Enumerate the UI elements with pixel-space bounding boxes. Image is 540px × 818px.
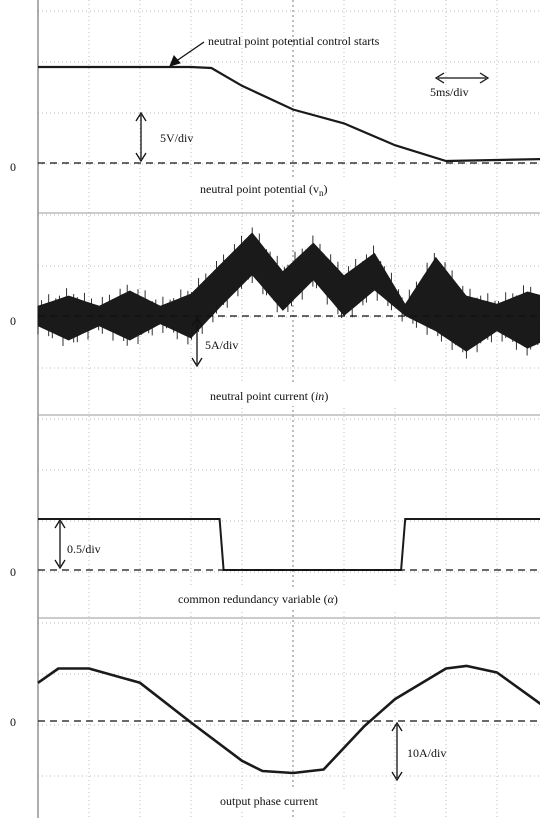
alpha-scale-arrow-head-bottom: [54, 559, 66, 570]
time-division-label: 5ms/div: [430, 85, 469, 99]
current-scale-arrow-head-top: [191, 316, 203, 327]
potential-scale-arrow-head-bottom: [135, 152, 147, 163]
zero-label-alpha: 0: [10, 565, 16, 579]
caption-bg-potential: [190, 177, 400, 199]
current-panel-title-close: ): [324, 389, 328, 403]
caption-bg-phase: [210, 790, 370, 810]
neutral-point-potential-trace: [38, 65, 540, 163]
phase-scale-label: 10A/div: [407, 746, 446, 760]
potential-panel-title-close: ): [323, 182, 327, 196]
zero-baselines: [38, 162, 540, 722]
alpha-panel-title-symbol: α: [328, 592, 335, 606]
caption-bg-current: [195, 384, 405, 406]
neutral-point-current-envelope: [38, 232, 540, 352]
zero-label-potential: 0: [10, 160, 16, 174]
time-division-arrow-right-head: [479, 72, 490, 84]
oscilloscope-grid: [37, 0, 540, 818]
zero-label-phase: 0: [10, 715, 16, 729]
current-panel-title: neutral point current (in): [210, 389, 328, 403]
caption-bg-alpha: [170, 587, 420, 609]
zero-label-current: 0: [10, 314, 16, 328]
phase-scale-arrow-head-top: [391, 721, 403, 732]
potential-panel-title-text: neutral point potential (v: [200, 182, 319, 196]
phase-panel-title: output phase current: [220, 794, 319, 808]
current-scale-arrow-head-bottom: [191, 357, 203, 368]
trace-layer: [37, 65, 540, 775]
alpha-panel-title: common redundancy variable (α): [178, 592, 338, 606]
current-panel-title-text: neutral point current (: [210, 389, 315, 403]
common-redundancy-variable-trace: [38, 518, 540, 571]
alpha-scale-arrow-head-top: [54, 518, 66, 529]
phase-scale-arrow-head-bottom: [391, 771, 403, 782]
alpha-panel-title-text: common redundancy variable (: [178, 592, 328, 606]
potential-scale-arrow-head-top: [135, 111, 147, 122]
control-start-pointer-head: [169, 55, 181, 67]
control-start-annotation: neutral point potential control starts: [208, 34, 380, 48]
output-phase-current-trace: [37, 664, 540, 775]
potential-scale-label: 5V/div: [160, 131, 193, 145]
current-panel-title-italic: in: [315, 389, 324, 403]
scale-arrows: [54, 41, 490, 782]
potential-panel-title: neutral point potential (vn): [200, 182, 327, 198]
time-division-arrow-left-head: [434, 72, 445, 84]
neutral-point-current-trace: [37, 227, 539, 359]
alpha-panel-title-close: ): [334, 592, 338, 606]
potential-panel-title-subscript: n: [319, 188, 324, 198]
alpha-scale-label: 0.5/div: [67, 542, 101, 556]
current-scale-label: 5A/div: [205, 338, 238, 352]
